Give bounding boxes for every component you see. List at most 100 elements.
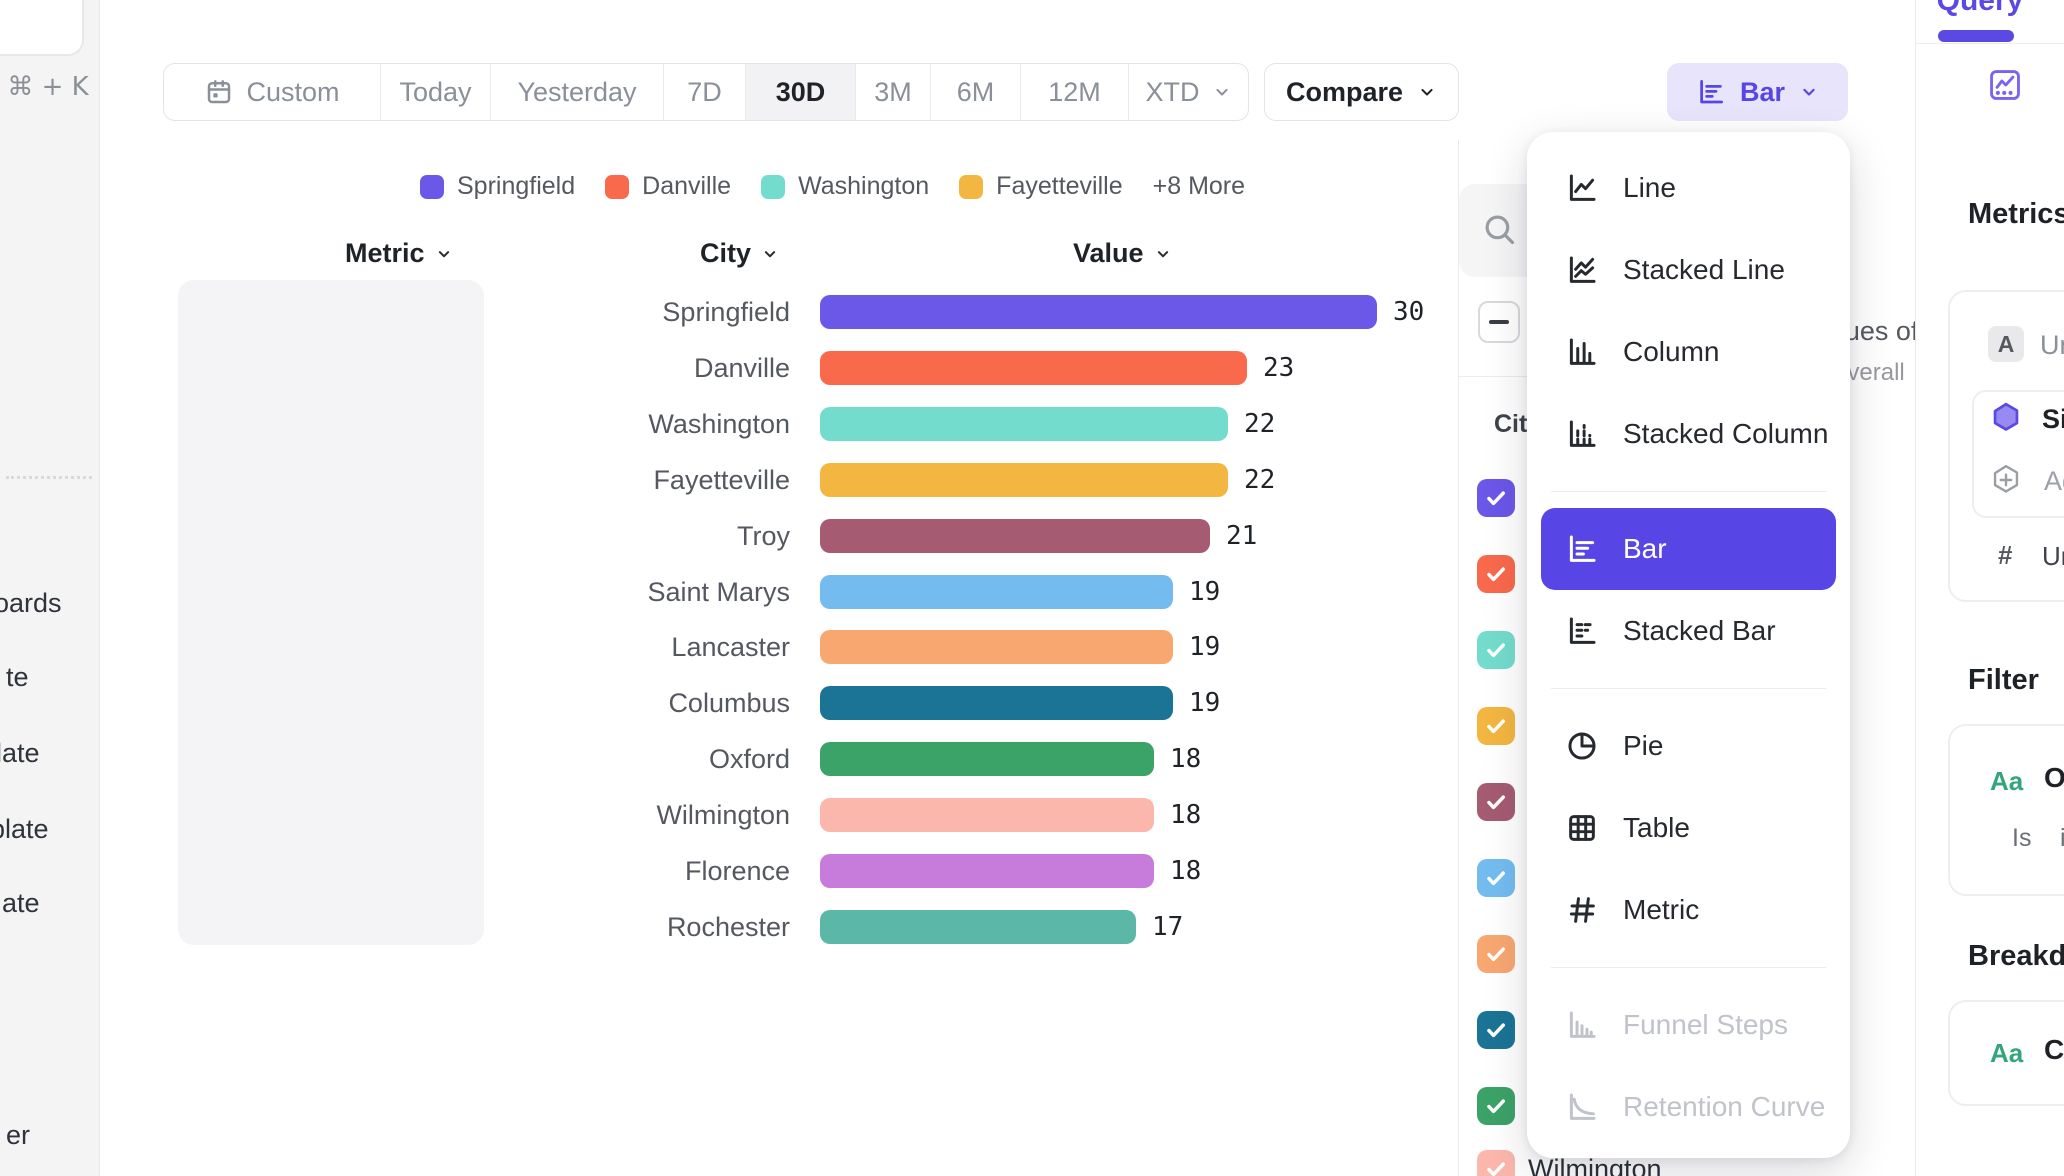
menu-item-stacked-column[interactable]: Stacked Column <box>1527 393 1850 475</box>
bar-value: 21 <box>1226 520 1258 551</box>
metric-letter-badge: A <box>1988 326 2024 362</box>
aa-property-icon: Aa <box>1990 766 2024 796</box>
filter-value-truncated: i <box>2060 824 2064 852</box>
header-value[interactable]: Value <box>1073 238 1172 269</box>
hexagon-plus-icon[interactable] <box>1988 462 2024 498</box>
menu-item-bar[interactable]: Bar <box>1541 508 1836 590</box>
breakdown-checkbox[interactable] <box>1477 707 1515 745</box>
chevron-down-icon <box>1417 82 1437 102</box>
menu-item-pie[interactable]: Pie <box>1527 705 1850 787</box>
nav-item-truncated[interactable]: er <box>6 1120 31 1150</box>
breakdown-checkbox[interactable] <box>1477 1150 1515 1176</box>
bar-value: 19 <box>1189 688 1221 719</box>
nav-item-truncated[interactable]: late <box>0 738 40 768</box>
breakdown-heading: Breakdo <box>1968 940 2064 972</box>
range-today[interactable]: Today <box>381 64 491 120</box>
breakdown-checkbox[interactable] <box>1477 1011 1515 1049</box>
breakdown-card[interactable] <box>1948 1000 2064 1106</box>
menu-item-table[interactable]: Table <box>1527 787 1850 869</box>
bar-row-label: Rochester <box>666 911 790 942</box>
bar-saint-marys[interactable] <box>820 574 1173 609</box>
add-label-truncated[interactable]: Ad <box>2044 466 2064 496</box>
nav-item-truncated[interactable]: ate <box>2 888 40 918</box>
metric-panel[interactable] <box>178 280 484 945</box>
metrics-heading: Metrics <box>1968 198 2064 230</box>
bar-troy[interactable] <box>820 518 1210 553</box>
bar-row-label: Florence <box>684 856 790 886</box>
line-chart-icon <box>1569 174 1596 201</box>
range-3m[interactable]: 3M <box>856 64 931 120</box>
legend-label: Danville <box>642 172 732 200</box>
range-yesterday[interactable]: Yesterday <box>491 64 664 120</box>
menu-divider <box>1551 688 1826 689</box>
legend-item[interactable]: Washington <box>761 172 929 201</box>
bar-columbus[interactable] <box>820 686 1173 721</box>
range-xtd[interactable]: XTD <box>1129 64 1248 120</box>
chart-type-button[interactable]: Bar <box>1667 63 1848 121</box>
bar-rochester[interactable] <box>820 909 1136 944</box>
breakdown-checkbox[interactable] <box>1477 783 1515 821</box>
range-7d[interactable]: 7D <box>664 64 746 120</box>
menu-item-metric[interactable]: Metric <box>1527 869 1850 951</box>
event-name-truncated: Sig <box>2042 404 2064 434</box>
nav-item-truncated[interactable]: te <box>6 662 29 692</box>
calendar-icon <box>208 80 231 104</box>
breakdown-checkbox[interactable] <box>1477 631 1515 669</box>
range-custom[interactable]: Custom <box>164 64 381 120</box>
check-icon <box>1487 1099 1505 1114</box>
range-label: Yesterday <box>517 76 637 107</box>
header-metric[interactable]: Metric <box>345 238 453 269</box>
menu-item-stacked-bar[interactable]: Stacked Bar <box>1527 590 1850 672</box>
tab-query[interactable]: Query <box>1936 0 2024 17</box>
header-city[interactable]: City <box>700 238 779 269</box>
menu-item-label: Table <box>1623 812 1690 843</box>
range-label: Custom <box>246 76 340 107</box>
range-label: 6M <box>956 76 995 107</box>
bar-lancaster[interactable] <box>820 630 1173 665</box>
nav-item-truncated[interactable]: oards <box>0 588 62 618</box>
bar-florence[interactable] <box>820 854 1154 888</box>
nav-item-truncated[interactable]: plate <box>0 814 49 844</box>
menu-item-line[interactable]: Line <box>1527 147 1850 229</box>
breakdown-checkbox[interactable] <box>1477 859 1515 897</box>
sidebar-divider <box>1916 43 2064 44</box>
bar-danville[interactable] <box>820 350 1247 385</box>
check-icon <box>1487 1023 1505 1038</box>
range-6m[interactable]: 6M <box>931 64 1021 120</box>
legend-item[interactable]: Danville <box>605 172 731 201</box>
chart-preview-icon[interactable] <box>1986 66 2024 104</box>
bar-wilmington[interactable] <box>820 798 1154 833</box>
bar-oxford[interactable] <box>820 742 1154 777</box>
range-12m[interactable]: 12M <box>1021 64 1129 120</box>
bar-springfield[interactable] <box>820 295 1377 329</box>
check-icon <box>1487 1162 1505 1176</box>
breakdown-checkbox[interactable] <box>1477 1087 1515 1125</box>
breakdown-checkbox[interactable] <box>1477 555 1515 593</box>
check-icon <box>1487 491 1505 506</box>
menu-item-stacked-line[interactable]: Stacked Line <box>1527 229 1850 311</box>
breakdown-divider <box>1458 140 1459 1176</box>
legend-item[interactable]: Springfield <box>420 172 575 201</box>
legend-more[interactable]: +8 More <box>1152 172 1246 200</box>
metric-name-truncated: Uniq <box>2040 330 2064 360</box>
bar-washington[interactable] <box>820 406 1228 441</box>
nav-search-box[interactable] <box>0 0 84 56</box>
legend-swatch <box>761 174 786 199</box>
stacked-column-icon <box>1569 420 1596 447</box>
select-all-checkbox[interactable] <box>1478 301 1520 343</box>
chart-type-label: Bar <box>1739 76 1786 107</box>
legend-label: Fayetteville <box>996 172 1123 200</box>
filter-operator[interactable]: Is <box>2012 824 2032 852</box>
breakdown-checkbox[interactable] <box>1477 935 1515 973</box>
hash-symbol: # <box>1998 540 2013 570</box>
range-30d[interactable]: 30D <box>746 64 856 120</box>
event-card[interactable] <box>1972 390 2064 518</box>
compare-button[interactable]: Compare <box>1264 63 1459 121</box>
breakdown-checkbox[interactable] <box>1477 479 1515 517</box>
legend: Springfield Danville Washington Fayettevill… <box>420 172 1245 201</box>
filter-card[interactable] <box>1948 724 2064 896</box>
header-city-label: City <box>700 238 752 268</box>
menu-item-column[interactable]: Column <box>1527 311 1850 393</box>
legend-item[interactable]: Fayetteville <box>959 172 1123 201</box>
bar-fayetteville[interactable] <box>820 462 1228 497</box>
